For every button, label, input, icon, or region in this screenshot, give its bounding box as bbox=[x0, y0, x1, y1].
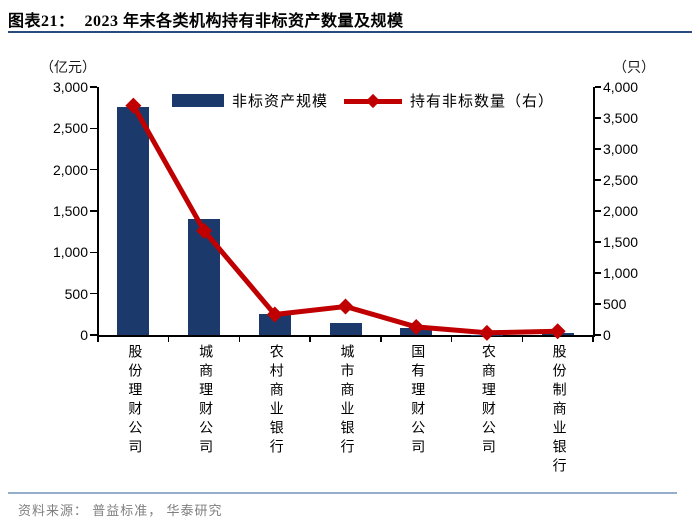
diamond-data-point bbox=[337, 298, 354, 315]
diamond-marker-icon bbox=[365, 93, 381, 108]
figure-title: 图表21： 2023 年末各类机构持有非标资产数量及规模 bbox=[8, 7, 404, 31]
line-legend-label: 持有非标数量（右） bbox=[410, 94, 555, 110]
source-note: 资料来源： 普益标准， 华泰研究 bbox=[18, 503, 223, 518]
x-axis-tick bbox=[238, 337, 241, 342]
right-axis-tick bbox=[594, 86, 601, 88]
left-axis-tick bbox=[90, 251, 97, 254]
right-axis-tick bbox=[594, 241, 601, 243]
figure-number: 图表21： bbox=[8, 13, 75, 30]
bar bbox=[117, 106, 150, 335]
left-axis-tick-label: 2,000 bbox=[52, 161, 88, 178]
left-axis-tick-label: 0 bbox=[80, 327, 88, 343]
bar bbox=[258, 314, 291, 335]
right-axis-tick-label: 3,000 bbox=[603, 141, 639, 157]
right-axis-tick-label: 2,000 bbox=[603, 203, 639, 219]
right-axis-unit: （只） bbox=[613, 61, 655, 76]
right-axis-tick bbox=[594, 272, 601, 274]
category-label: 城商理财公司 bbox=[197, 344, 213, 458]
figure-title-text: 2023 年末各类机构持有非标资产数量及规模 bbox=[84, 13, 404, 30]
line-series bbox=[125, 97, 566, 341]
left-axis-unit: （亿元） bbox=[40, 61, 96, 76]
left-axis-tick-label: 1,000 bbox=[52, 244, 88, 261]
diamond-data-point bbox=[478, 324, 495, 341]
left-axis-tick bbox=[90, 127, 97, 130]
x-axis bbox=[96, 335, 595, 337]
left-axis-tick bbox=[90, 86, 97, 88]
footer-divider bbox=[8, 492, 677, 494]
x-axis-tick bbox=[592, 337, 594, 342]
left-axis-tick bbox=[90, 292, 97, 295]
x-axis-tick bbox=[521, 337, 524, 342]
category-label: 股份理财公司 bbox=[126, 344, 142, 458]
right-axis-tick-label: 1,500 bbox=[603, 234, 639, 250]
x-axis-tick bbox=[450, 337, 453, 342]
diamond-data-point bbox=[266, 306, 283, 323]
title-divider bbox=[8, 31, 692, 33]
right-axis-tick-label: 3,500 bbox=[603, 110, 639, 126]
right-axis-tick-label: 500 bbox=[603, 296, 627, 312]
category-label: 城市商业银行 bbox=[338, 344, 354, 458]
left-axis-tick-label: 1,500 bbox=[52, 203, 88, 219]
left-axis-tick bbox=[90, 210, 97, 212]
right-axis-tick bbox=[594, 334, 601, 336]
right-axis-tick bbox=[594, 117, 601, 119]
right-axis-tick bbox=[594, 148, 601, 150]
diamond-data-point bbox=[125, 97, 142, 114]
x-axis-tick bbox=[167, 337, 170, 342]
right-axis-tick-label: 4,000 bbox=[603, 79, 639, 95]
right-axis-tick-label: 1,000 bbox=[603, 265, 639, 281]
left-axis-tick bbox=[90, 168, 97, 171]
left-axis-tick-label: 2,500 bbox=[52, 120, 88, 137]
category-label: 国有理财公司 bbox=[409, 344, 425, 458]
right-axis-tick bbox=[594, 179, 601, 181]
line-legend-swatch bbox=[344, 93, 403, 108]
bar-legend-swatch-icon bbox=[172, 94, 224, 107]
right-axis-tick bbox=[594, 303, 601, 305]
left-y-axis bbox=[96, 87, 99, 337]
x-axis-tick bbox=[309, 337, 311, 342]
diamond-data-point bbox=[408, 318, 425, 335]
category-label: 股份制商业银行 bbox=[550, 344, 566, 477]
right-axis-tick-label: 0 bbox=[603, 327, 611, 343]
right-y-axis bbox=[592, 87, 595, 337]
right-axis-tick bbox=[594, 210, 601, 212]
diamond-data-point bbox=[196, 222, 213, 239]
diamond-data-point bbox=[549, 323, 566, 340]
category-label: 农村商业银行 bbox=[267, 344, 283, 458]
left-axis-tick-label: 3,000 bbox=[52, 79, 88, 95]
bar-legend-label: 非标资产规模 bbox=[232, 94, 329, 110]
category-label: 农商理财公司 bbox=[479, 344, 495, 458]
chart-legend: 非标资产规模 持有非标数量（右） bbox=[172, 90, 554, 111]
x-axis-tick bbox=[380, 337, 382, 342]
bar bbox=[329, 323, 362, 335]
right-axis-tick-label: 2,500 bbox=[603, 172, 639, 188]
left-axis-tick-label: 500 bbox=[64, 285, 88, 302]
left-axis-tick bbox=[90, 334, 97, 336]
x-axis-tick bbox=[97, 337, 99, 342]
